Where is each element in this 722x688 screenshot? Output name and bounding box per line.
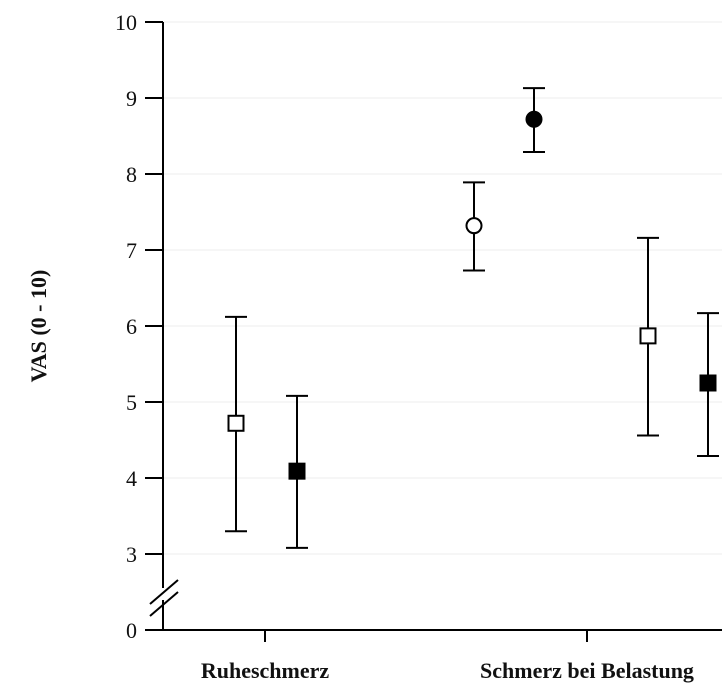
data-marks — [225, 87, 719, 549]
data-point — [227, 414, 245, 432]
data-point-group — [697, 312, 719, 457]
data-point — [288, 462, 306, 480]
grid-lines — [163, 21, 722, 555]
y-tick-label: 8 — [126, 162, 137, 187]
data-point-group — [637, 236, 659, 437]
y-axis-title: VAS (0 - 10) — [26, 270, 51, 383]
data-point — [699, 374, 717, 392]
data-point-group — [225, 315, 247, 533]
x-tick-label: Schmerz bei Belastung — [480, 658, 694, 683]
y-tick-label: 5 — [126, 390, 137, 415]
axes: 0 3 4 5 6 7 8 9 10 Ruheschmerz Schmerz bei Belastu… — [115, 10, 722, 683]
y-tick-label: 9 — [126, 86, 137, 111]
y-tick-label: 6 — [126, 314, 137, 339]
data-point — [639, 327, 657, 345]
y-tick-label: 3 — [126, 542, 137, 567]
data-point-group — [523, 87, 545, 153]
axis-break-mark — [149, 591, 179, 617]
axis-break-mark — [149, 579, 179, 605]
y-tick-label: 10 — [115, 10, 137, 35]
x-tick-label: Ruheschmerz — [201, 658, 330, 683]
y-tick-label: 0 — [126, 618, 137, 643]
y-tick-label: 7 — [126, 238, 137, 263]
data-point — [465, 217, 483, 235]
data-point-group — [463, 181, 485, 272]
y-tick-label: 4 — [126, 466, 137, 491]
data-point — [525, 110, 543, 128]
data-point-group — [286, 394, 308, 549]
